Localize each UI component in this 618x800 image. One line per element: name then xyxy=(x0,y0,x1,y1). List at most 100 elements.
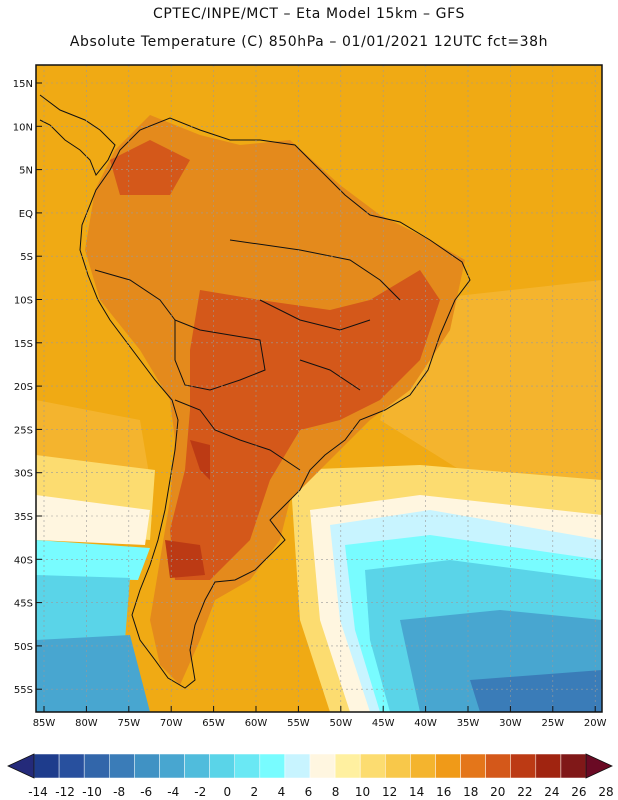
lon-tick-label: 70W xyxy=(160,718,183,729)
colorbar-cell xyxy=(234,753,261,779)
lon-tick-label: 35W xyxy=(457,718,480,729)
chart-subtitle: Absolute Temperature (C) 850hPa – 01/01/… xyxy=(69,34,549,50)
field-band-4 xyxy=(36,540,150,580)
colorbar-cell xyxy=(58,753,85,779)
lon-tick-label: 50W xyxy=(329,718,352,729)
colorbar-cell xyxy=(284,753,311,779)
colorbar-label: 12 xyxy=(382,785,397,799)
colorbar-label: -10 xyxy=(82,785,102,799)
colorbar-label: 2 xyxy=(251,785,259,799)
coastlines xyxy=(39,94,471,689)
colorbar-cell xyxy=(435,753,461,779)
lon-tick-label: 40W xyxy=(414,718,437,729)
colorbar-low-arrow xyxy=(7,753,35,779)
colorbar-cell xyxy=(159,753,185,779)
colorbar-cell xyxy=(309,753,336,779)
longitude-axis: 85W 80W 75W 70W 65W 60W 55W 50W 45W 40W 35W 30W 25W 2… xyxy=(33,706,607,729)
colorbar-cell xyxy=(410,753,436,779)
colorbar-cell xyxy=(460,753,486,779)
colorbar-label: 20 xyxy=(490,785,505,799)
colorbar-cell xyxy=(334,753,361,779)
colorbar-label: 6 xyxy=(305,785,313,799)
lat-tick-label: 55S xyxy=(14,685,33,696)
colorbar-label: 10 xyxy=(355,785,370,799)
lat-tick-label: 5S xyxy=(20,252,33,263)
colorbar-labels: -14 -12 -10 -8 -6 -4 -2 0 2 4 6 8 10 12 14 16 18 20 22 24 26… xyxy=(28,785,613,799)
field-band-8 xyxy=(36,495,150,545)
lat-tick-label: 30S xyxy=(14,469,33,480)
lat-tick-label: 50S xyxy=(14,642,33,653)
temperature-map: 15N 10N 5N EQ 5S 10S 15S 20S 25S 30S 35S 40S 45S 50S 5… xyxy=(13,64,607,729)
colorbar-label: 8 xyxy=(332,785,340,799)
peru-border xyxy=(94,269,176,321)
colorbar-label: -4 xyxy=(167,785,179,799)
colorbar-label: 0 xyxy=(224,785,232,799)
colorbar-cell xyxy=(134,753,160,779)
south-america-coastline xyxy=(79,117,471,689)
lon-tick-label: 25W xyxy=(541,718,564,729)
colorbar-label: 4 xyxy=(278,785,286,799)
colorbar-cell xyxy=(560,753,587,779)
colorbar-label: 16 xyxy=(436,785,451,799)
colorbar: -14 -12 -10 -8 -6 -4 -2 0 2 4 6 8 10 12 14 16 18 20 22 24 26… xyxy=(7,753,614,799)
lat-tick-label: 25S xyxy=(14,425,33,436)
field-atlantic-m8 xyxy=(470,670,602,712)
lat-tick-label: 10S xyxy=(14,296,33,307)
colorbar-label: 28 xyxy=(598,785,613,799)
map-fields xyxy=(36,65,602,712)
lat-tick-label: 5N xyxy=(19,166,33,177)
colorbar-cell xyxy=(209,753,235,779)
lat-tick-label: 45S xyxy=(14,599,33,610)
colorbar-cell xyxy=(359,753,386,779)
field-band-m4 xyxy=(36,635,150,712)
lat-tick-label: 20S xyxy=(14,382,33,393)
colorbar-label: 24 xyxy=(544,785,559,799)
lon-tick-label: 65W xyxy=(202,718,225,729)
lon-tick-label: 30W xyxy=(499,718,522,729)
lat-tick-label: 10N xyxy=(13,122,33,133)
grid-lines xyxy=(36,65,602,712)
central-america-coastline xyxy=(39,94,116,176)
latitude-axis: 15N 10N 5N EQ 5S 10S 15S 20S 25S 30S 35S 40S 45S 50S 5… xyxy=(13,79,42,696)
lon-tick-label: 60W xyxy=(245,718,268,729)
colorbar-cell xyxy=(385,753,411,779)
colorbar-label: 26 xyxy=(571,785,586,799)
colorbar-label: 18 xyxy=(463,785,478,799)
lon-tick-label: 20W xyxy=(584,718,607,729)
chart-title: CPTEC/INPE/MCT – Eta Model 15km – GFS xyxy=(152,6,466,22)
colorbar-label: -2 xyxy=(194,785,206,799)
lat-tick-label: 15S xyxy=(14,339,33,350)
lat-tick-label: EQ xyxy=(19,209,33,220)
lat-tick-label: 40S xyxy=(14,555,33,566)
colorbar-label: -8 xyxy=(113,785,125,799)
lon-tick-label: 55W xyxy=(287,718,310,729)
colorbar-label: -14 xyxy=(28,785,48,799)
colorbar-label: -6 xyxy=(140,785,152,799)
field-band-0 xyxy=(36,575,130,650)
colorbar-label: 14 xyxy=(409,785,424,799)
colorbar-cell xyxy=(259,753,286,779)
lon-tick-label: 75W xyxy=(117,718,140,729)
brazil-states xyxy=(229,239,401,391)
colorbar-cell xyxy=(109,753,135,779)
lat-tick-label: 35S xyxy=(14,512,33,523)
colorbar-high-arrow xyxy=(585,753,613,779)
colorbar-label: 22 xyxy=(517,785,532,799)
lon-tick-label: 45W xyxy=(372,718,395,729)
hot-core xyxy=(170,270,440,580)
hot-north xyxy=(110,140,190,195)
colorbar-cell xyxy=(485,753,511,779)
bolivia-border xyxy=(174,319,266,391)
lon-tick-label: 80W xyxy=(75,718,98,729)
lat-tick-label: 15N xyxy=(13,79,33,90)
colorbar-cell xyxy=(33,753,60,779)
colorbar-cells xyxy=(33,753,587,779)
colorbar-cell xyxy=(535,753,562,779)
map-frame xyxy=(35,64,603,713)
colorbar-label: -12 xyxy=(55,785,75,799)
colorbar-cell xyxy=(184,753,210,779)
argentina-border xyxy=(174,399,301,471)
colorbar-cell xyxy=(510,753,537,779)
colorbar-cell xyxy=(83,753,110,779)
hottest-core xyxy=(165,440,210,578)
